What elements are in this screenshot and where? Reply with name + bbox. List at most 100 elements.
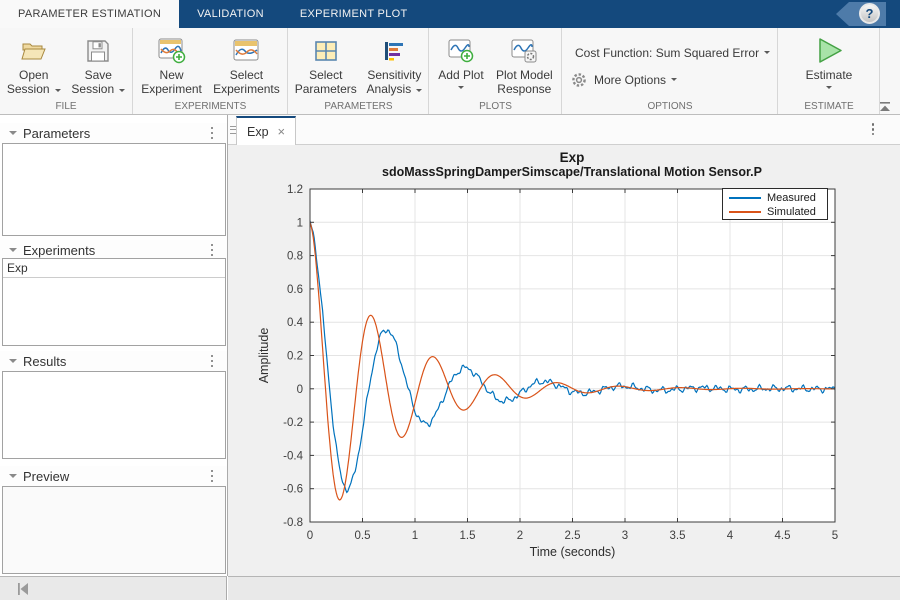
save-session-button[interactable]: Save Session xyxy=(67,32,129,98)
parameters-grid-icon xyxy=(314,34,338,68)
tab-parameter-estimation[interactable]: PARAMETER ESTIMATION xyxy=(0,0,180,28)
svg-text:2: 2 xyxy=(517,530,523,542)
chart-title: Exp xyxy=(559,150,585,165)
panel-results-header[interactable]: Results xyxy=(0,351,227,371)
section-label-estimate: ESTIMATE xyxy=(804,101,854,112)
svg-text:3: 3 xyxy=(622,530,628,542)
svg-text:-0.8: -0.8 xyxy=(283,517,303,529)
sidebar: Parameters Experiments Exp Results Previ… xyxy=(0,115,228,576)
plot-model-response-button[interactable]: Plot Model Response xyxy=(492,32,557,98)
legend-line-measured xyxy=(729,197,761,199)
panel-menu-button[interactable] xyxy=(210,126,213,141)
panel-parameters-header[interactable]: Parameters xyxy=(0,123,227,143)
tab-validation[interactable]: VALIDATION xyxy=(197,8,264,20)
plot-add-icon xyxy=(447,34,475,68)
x-axis-label: Time (seconds) xyxy=(530,545,616,559)
panel-preview-header[interactable]: Preview xyxy=(0,466,227,486)
chevron-down-icon xyxy=(457,86,464,92)
select-experiments-icon xyxy=(232,34,260,68)
svg-text:4.5: 4.5 xyxy=(775,530,791,542)
new-experiment-button[interactable]: New Experiment xyxy=(137,32,206,98)
panel-menu-button[interactable] xyxy=(210,469,213,484)
panel-experiments-header[interactable]: Experiments xyxy=(0,240,227,260)
panel-preview-content xyxy=(2,486,226,574)
tab-grip-handle[interactable] xyxy=(230,123,237,136)
tabbar-menu-button[interactable] xyxy=(871,122,874,137)
folder-open-icon xyxy=(21,34,47,68)
main-area: Exp × Exp sdoMassSpringDamperSimscape/Tr… xyxy=(228,115,900,576)
close-icon[interactable]: × xyxy=(277,124,286,139)
gear-icon xyxy=(571,72,587,88)
select-parameters-button[interactable]: Select Parameters xyxy=(291,32,361,98)
svg-text:0.5: 0.5 xyxy=(355,530,371,542)
panel-experiments-content[interactable]: Exp xyxy=(2,258,226,346)
ribbon-section-parameters: Select Parameters Sensitivity Analysis P… xyxy=(289,28,429,114)
help-button[interactable]: ? xyxy=(859,3,880,24)
ribbon-collapse-button[interactable] xyxy=(878,100,894,112)
legend-entry-measured: Measured xyxy=(729,191,823,205)
panel-menu-button[interactable] xyxy=(210,354,213,369)
collapse-triangle-icon xyxy=(9,131,17,139)
question-icon: ? xyxy=(865,6,874,21)
section-label-plots: PLOTS xyxy=(479,101,512,112)
svg-text:-0.2: -0.2 xyxy=(283,417,303,429)
svg-text:1: 1 xyxy=(412,530,418,542)
chart-subtitle: sdoMassSpringDamperSimscape/Translationa… xyxy=(382,165,762,179)
experiment-list-item[interactable]: Exp xyxy=(3,259,225,278)
chevron-down-icon xyxy=(764,51,771,57)
svg-text:0.4: 0.4 xyxy=(287,317,304,329)
chevron-down-icon xyxy=(826,86,832,92)
document-tab-exp[interactable]: Exp × xyxy=(236,116,297,145)
legend[interactable]: Measured Simulated xyxy=(722,188,828,220)
svg-text:3.5: 3.5 xyxy=(670,530,686,542)
svg-text:0: 0 xyxy=(297,384,303,396)
axes-svg: 0 0.5 1 1.5 2 2.5 3 3.5 4 4.5 5 -0.8 -0.6 -0.4 -0.2 0 0.… xyxy=(257,184,838,559)
panel-parameters-content[interactable] xyxy=(2,143,226,236)
x-tick-labels: 0 0.5 1 1.5 2 2.5 3 3.5 4 4.5 5 xyxy=(307,530,838,542)
open-session-button[interactable]: Open Session xyxy=(3,32,65,98)
play-icon xyxy=(814,34,844,68)
estimate-button[interactable]: Estimate xyxy=(802,32,857,94)
help-area: ? xyxy=(836,2,886,26)
y-axis-label: Amplitude xyxy=(257,328,271,384)
collapse-up-icon xyxy=(880,102,890,111)
sensitivity-analysis-button[interactable]: Sensitivity Analysis xyxy=(363,32,427,98)
add-plot-button[interactable]: Add Plot xyxy=(434,32,487,98)
more-options-dropdown[interactable]: More Options xyxy=(571,72,678,88)
svg-text:-0.6: -0.6 xyxy=(283,484,303,496)
figure-area: Exp sdoMassSpringDamperSimscape/Translat… xyxy=(228,145,900,576)
panel-results-content[interactable] xyxy=(2,371,226,459)
svg-text:1.5: 1.5 xyxy=(460,530,476,542)
tab-experiment-plot[interactable]: EXPERIMENT PLOT xyxy=(299,8,408,20)
svg-text:1: 1 xyxy=(297,217,303,229)
collapse-left-button[interactable] xyxy=(16,582,31,596)
ribbon-section-experiments: New Experiment Select Experiments EXPERI… xyxy=(134,28,288,114)
plot-response-icon xyxy=(510,34,538,68)
ribbon: Open Session Save Session FILE New Exper… xyxy=(0,28,900,115)
section-label-file: FILE xyxy=(55,101,77,112)
ribbon-section-options: Cost Function: Sum Squared Error More Op… xyxy=(563,28,778,114)
main-status-bar xyxy=(228,576,900,600)
select-experiments-button[interactable]: Select Experiments xyxy=(209,32,284,98)
svg-text:2.5: 2.5 xyxy=(565,530,581,542)
ribbon-section-file: Open Session Save Session FILE xyxy=(0,28,133,114)
svg-text:5: 5 xyxy=(832,530,838,542)
svg-text:-0.4: -0.4 xyxy=(283,450,303,462)
ribbon-section-plots: Add Plot Plot Model Response PLOTS xyxy=(430,28,562,114)
document-tab-bar: Exp × xyxy=(228,115,900,145)
ribbon-section-estimate: Estimate ESTIMATE xyxy=(779,28,880,114)
new-experiment-icon xyxy=(158,34,186,68)
svg-text:0: 0 xyxy=(307,530,313,542)
svg-text:1.2: 1.2 xyxy=(287,184,303,196)
cost-function-dropdown[interactable]: Cost Function: Sum Squared Error xyxy=(575,46,771,60)
svg-text:0.2: 0.2 xyxy=(287,351,303,363)
y-tick-labels: -0.8 -0.6 -0.4 -0.2 0 0.2 0.4 0.6 0.8 1 1.2 xyxy=(283,184,303,529)
sidebar-status-bar xyxy=(0,576,227,600)
svg-text:0.8: 0.8 xyxy=(287,251,303,263)
chevron-down-icon xyxy=(119,89,126,95)
save-icon xyxy=(86,34,110,68)
panel-menu-button[interactable] xyxy=(210,243,213,258)
collapse-triangle-icon xyxy=(9,359,17,367)
chevron-down-icon xyxy=(671,78,678,84)
bar-chart-icon xyxy=(382,34,406,68)
